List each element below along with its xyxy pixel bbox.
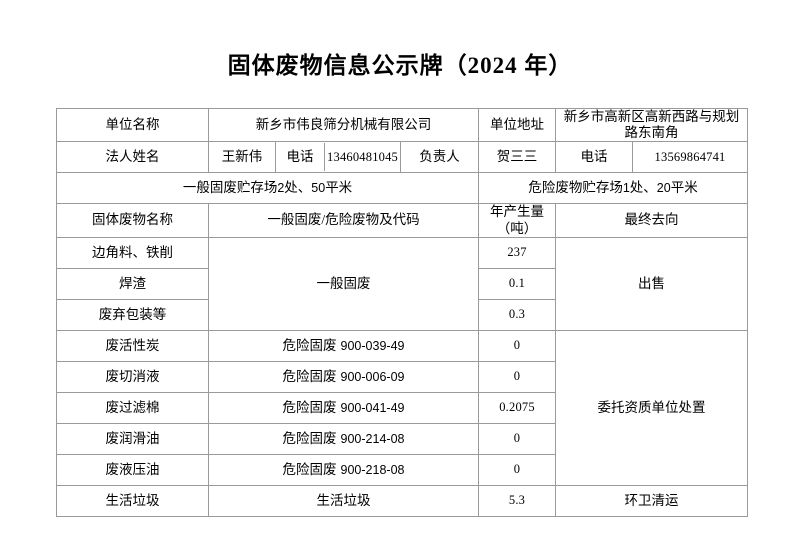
cell-amount: 0: [478, 422, 557, 455]
cell-legal-person-value: 王新伟: [208, 141, 276, 174]
waste-code: 900-218-08: [340, 462, 405, 477]
column-header-annual-output: 年产生量（吨）: [478, 203, 557, 238]
cell-category-code: 危险固废 900-039-49: [207, 329, 480, 362]
cell-category-code: 危险固废 900-214-08: [207, 422, 480, 455]
cell-category-code: 危险固废 900-218-08: [207, 453, 480, 486]
waste-code: 900-039-49: [340, 338, 405, 353]
table-row-storage: 一般固废贮存场2处、50平米 危险废物贮存场1处、20平米: [55, 172, 749, 205]
cell-waste-name: 废过滤棉: [56, 391, 209, 424]
column-header-waste-name: 固体废物名称: [56, 203, 209, 238]
general-storage-mid: 处、: [284, 180, 312, 196]
cell-manager-phone-value: 13569864741: [632, 141, 749, 174]
cell-waste-name: 废液压油: [56, 453, 209, 486]
table-row: 废弃包装等 0.3: [56, 298, 748, 331]
cell-waste-name: 生活垃圾: [56, 484, 209, 517]
category-label: 危险固废: [282, 461, 337, 477]
hazard-storage-area: 20: [656, 181, 671, 196]
cell-amount: 0.3: [478, 298, 557, 331]
cell-destination-licensed-disposal: 委托资质单位处置: [555, 329, 749, 486]
category-label: 危险固废: [282, 430, 337, 446]
waste-disclosure-table-wrapper: 单位名称 新乡市伟良筛分机械有限公司 单位地址 新乡市高新区高新西路与规划路东南…: [55, 107, 749, 517]
general-storage-prefix: 一般固废贮存场: [182, 180, 278, 196]
cell-unit-address-label: 单位地址: [478, 107, 557, 143]
cell-manager-phone-label: 电话: [555, 141, 634, 174]
cell-unit-address-value: 新乡市高新区高新西路与规划路东南角: [555, 107, 749, 143]
waste-code: 900-214-08: [340, 431, 405, 446]
cell-unit-name-value: 新乡市伟良筛分机械有限公司: [207, 107, 480, 143]
cell-amount: 0: [478, 360, 557, 393]
general-storage-area: 50: [311, 181, 326, 196]
column-header-category-code: 一般固废/危险废物及代码: [207, 203, 480, 238]
cell-category-general: 一般固废: [207, 236, 480, 331]
waste-disclosure-table: 单位名称 新乡市伟良筛分机械有限公司 单位地址 新乡市高新区高新西路与规划路东南…: [55, 107, 749, 517]
hazard-storage-prefix: 危险废物贮存场: [528, 180, 623, 196]
category-label: 危险固废: [282, 337, 337, 353]
cell-manager-value: 贺三三: [478, 141, 557, 174]
cell-waste-name: 废弃包装等: [56, 298, 209, 331]
cell-amount: 0.1: [478, 267, 557, 300]
cell-amount: 0: [478, 329, 557, 362]
table-row: 焊渣 0.1: [56, 267, 748, 300]
cell-amount: 237: [478, 236, 557, 269]
cell-unit-name-label: 单位名称: [56, 107, 209, 143]
general-storage-unit: 平米: [325, 180, 353, 196]
cell-destination-sanitation: 环卫清运: [555, 484, 749, 517]
hazard-storage-unit: 平米: [670, 180, 698, 196]
general-storage-count: 2: [277, 181, 285, 196]
cell-legal-phone-value: 13460481045: [324, 143, 400, 172]
hazard-storage-count: 1: [622, 181, 630, 196]
cell-category-code: 生活垃圾: [207, 484, 480, 517]
page-title: 固体废物信息公示牌（2024 年）: [227, 53, 573, 78]
cell-waste-name: 边角料、铁削: [56, 236, 209, 269]
waste-code: 900-041-49: [340, 400, 405, 415]
table-row-contacts: 法人姓名 王新伟 电话 13460481045 负责人 贺三三 电话 13569: [56, 141, 749, 174]
cell-amount: 0.2075: [478, 391, 557, 424]
category-label: 危险固废: [282, 368, 337, 384]
cell-amount: 5.3: [478, 484, 557, 517]
column-header-destination: 最终去向: [555, 203, 749, 238]
cell-amount: 0: [478, 453, 557, 486]
category-label: 危险固废: [282, 399, 337, 415]
cell-manager-label: 负责人: [399, 141, 480, 174]
cell-category-code: 危险固废 900-006-09: [207, 360, 480, 393]
cell-destination-sell: 出售: [555, 236, 749, 331]
table-row: 废润滑油 危险固废 900-214-08 0: [56, 422, 748, 455]
table-row: 边角料、铁削 一般固废 237 出售: [56, 236, 749, 331]
cell-hazard-storage: 危险废物贮存场1处、20平米: [478, 172, 749, 205]
cell-legal-phone-label-and-value: 电话 13460481045: [275, 141, 401, 174]
table-header-row: 固体废物名称 一般固废/危险废物及代码 年产生量（吨） 最终去向: [56, 203, 749, 238]
cell-waste-name: 废润滑油: [56, 422, 209, 455]
hazard-storage-mid: 处、: [629, 180, 657, 196]
table-row-unit-info: 单位名称 新乡市伟良筛分机械有限公司 单位地址 新乡市高新区高新西路与规划路东南…: [56, 107, 749, 143]
cell-waste-name: 废切消液: [56, 360, 209, 393]
cell-category-code: 危险固废 900-041-49: [207, 391, 480, 424]
cell-waste-name: 焊渣: [56, 267, 209, 300]
table-row: 废切消液 危险固废 900-006-09 0: [56, 360, 748, 393]
cell-legal-person-label: 法人姓名: [56, 141, 209, 174]
table-row: 生活垃圾 生活垃圾 5.3 环卫清运: [56, 484, 749, 517]
cell-waste-name: 废活性炭: [56, 329, 209, 362]
table-row: 废活性炭 危险固废 900-039-49 0 委托资质单位处置: [56, 329, 749, 486]
cell-legal-phone-label: 电话: [276, 143, 326, 172]
cell-general-storage: 一般固废贮存场2处、50平米: [55, 172, 480, 205]
table-row: 废过滤棉 危险固废 900-041-49 0.2075: [56, 391, 748, 424]
waste-code: 900-006-09: [340, 369, 405, 384]
